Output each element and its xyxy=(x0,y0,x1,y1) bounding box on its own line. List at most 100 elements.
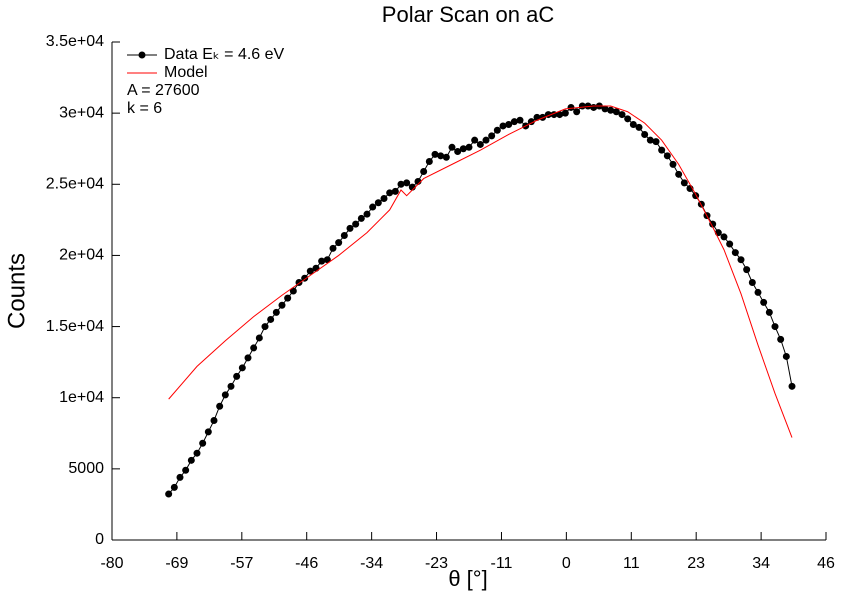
data-point xyxy=(437,152,445,160)
data-point xyxy=(431,150,439,158)
x-tick-label: 11 xyxy=(623,555,640,572)
data-point xyxy=(618,111,626,119)
data-point xyxy=(629,121,637,129)
data-point xyxy=(454,148,462,156)
data-point xyxy=(510,118,518,126)
data-point xyxy=(760,298,768,306)
data-point xyxy=(312,264,320,272)
data-point xyxy=(482,136,490,144)
data-point xyxy=(250,344,258,352)
data-point xyxy=(652,138,660,146)
data-point xyxy=(669,160,677,168)
data-point xyxy=(624,115,632,123)
data-point xyxy=(726,240,734,248)
data-point xyxy=(646,136,654,144)
annotation: k = 6 xyxy=(127,100,162,117)
y-tick-label: 1e+04 xyxy=(59,389,104,406)
data-point xyxy=(476,140,484,148)
data-point xyxy=(369,203,377,211)
data-point xyxy=(403,179,411,187)
y-tick-label: 2e+04 xyxy=(59,247,104,264)
data-point xyxy=(748,278,756,286)
y-axis-title: Counts xyxy=(3,253,30,329)
data-point xyxy=(216,402,224,410)
data-point xyxy=(788,382,796,390)
data-point xyxy=(255,334,263,342)
data-point xyxy=(680,179,688,187)
data-point xyxy=(567,103,575,111)
data-point xyxy=(754,288,762,296)
data-point xyxy=(391,187,399,195)
x-tick-label: 23 xyxy=(687,555,705,572)
legend-label: Model xyxy=(164,64,208,81)
data-point xyxy=(584,102,592,110)
data-point xyxy=(782,352,790,360)
x-axis-title: θ [°] xyxy=(448,566,487,591)
data-point xyxy=(663,152,671,160)
data-point xyxy=(182,466,190,474)
data-point xyxy=(556,111,564,119)
data-point xyxy=(516,116,524,124)
data-point xyxy=(731,249,739,257)
data-point xyxy=(301,274,309,282)
y-tick-label: 0 xyxy=(95,531,104,548)
data-point xyxy=(675,170,683,178)
x-tick-label: 46 xyxy=(817,555,835,572)
data-point xyxy=(488,132,496,140)
data-point xyxy=(176,473,184,481)
data-point xyxy=(442,153,450,161)
data-point xyxy=(284,294,292,302)
data-point xyxy=(380,195,388,203)
data-point xyxy=(346,224,354,232)
data-point xyxy=(306,267,314,275)
data-point xyxy=(357,214,365,222)
data-point xyxy=(561,109,569,117)
data-point xyxy=(612,108,620,116)
data-point xyxy=(448,143,456,151)
data-point xyxy=(397,180,405,188)
data-point xyxy=(165,490,173,498)
data-point xyxy=(709,220,717,228)
x-tick-label: -23 xyxy=(425,555,448,572)
data-point xyxy=(765,308,773,316)
data-point xyxy=(238,364,246,372)
x-tick-label: -34 xyxy=(360,555,383,572)
data-point xyxy=(658,146,666,154)
x-tick-label: 0 xyxy=(562,555,571,572)
x-tick-label: -69 xyxy=(165,555,188,572)
x-tick-label: -11 xyxy=(491,555,513,572)
data-point xyxy=(743,266,751,274)
data-point xyxy=(386,189,394,197)
data-point xyxy=(210,416,218,424)
data-point xyxy=(363,210,371,218)
y-tick-label: 2.5e+04 xyxy=(46,176,104,193)
data-point xyxy=(425,158,433,166)
data-point xyxy=(720,233,728,241)
x-tick-label: 34 xyxy=(752,555,770,572)
data-point xyxy=(601,105,609,113)
data-point xyxy=(459,145,467,153)
series-line xyxy=(168,105,793,438)
data-point xyxy=(244,354,252,362)
data-point xyxy=(340,232,348,240)
data-point xyxy=(170,483,178,491)
y-tick-label: 5000 xyxy=(68,460,104,477)
data-point xyxy=(329,244,337,252)
data-point xyxy=(737,256,745,264)
data-point xyxy=(221,391,229,399)
data-point xyxy=(499,122,507,130)
data-point xyxy=(289,287,297,295)
data-point xyxy=(505,121,513,129)
data-point xyxy=(261,323,269,331)
chart-title: Polar Scan on aC xyxy=(382,2,555,27)
data-point xyxy=(335,239,343,247)
x-tick-label: -46 xyxy=(295,555,318,572)
data-point xyxy=(199,439,207,447)
x-tick-label: -80 xyxy=(100,555,123,572)
data-point xyxy=(193,449,201,457)
data-point xyxy=(635,123,643,131)
data-point xyxy=(493,126,501,134)
data-point xyxy=(607,106,615,114)
data-point xyxy=(771,323,779,331)
